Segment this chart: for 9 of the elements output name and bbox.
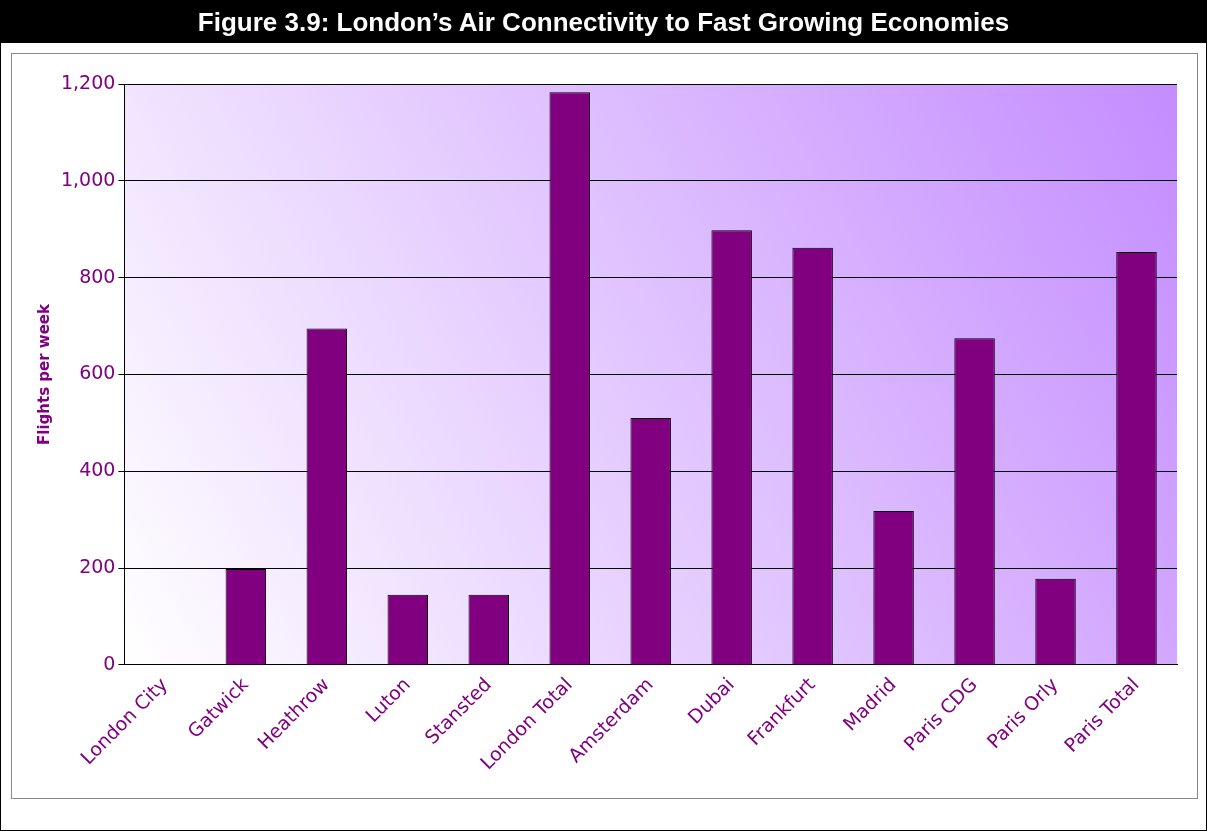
y-tick-label: 1,200 [60,70,116,93]
y-tick-label: 400 [79,458,116,481]
y-tick-label: 1,000 [60,167,116,190]
chart-title: Figure 3.9: London’s Air Connectivity to Fast Growing Economies [1,1,1206,43]
y-tick-label: 0 [103,651,116,674]
y-tick-label: 800 [79,264,116,287]
y-tick-label: 200 [79,555,116,578]
y-tick-label: 600 [79,361,116,384]
y-axis-title: Flights per week [34,302,53,445]
